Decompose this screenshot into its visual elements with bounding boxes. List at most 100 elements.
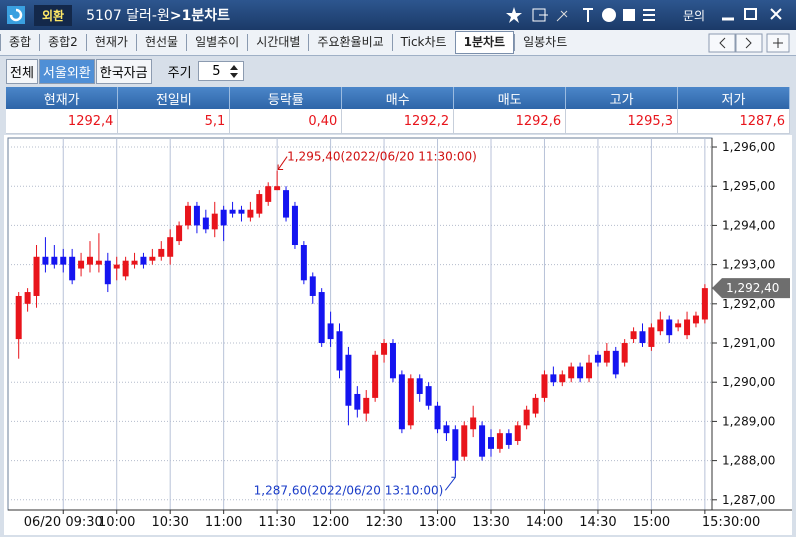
x-tick-label: 13:30 [472, 515, 509, 530]
candle-body [193, 205, 200, 226]
candle-body [86, 256, 93, 265]
tab[interactable]: 현재가 [85, 34, 136, 51]
candle-body [60, 256, 67, 265]
tab[interactable]: 현선물 [135, 34, 186, 51]
spinner[interactable] [227, 62, 241, 80]
period-input[interactable]: 5 [197, 61, 244, 81]
quote-header-cell: 전일비 [117, 87, 231, 109]
candle-body [220, 209, 227, 226]
candle-body [692, 315, 699, 324]
candle-body [479, 425, 486, 457]
x-tick-label: 13:00 [419, 515, 456, 530]
quote-header-cell: 매수 [341, 87, 455, 109]
candle-body [42, 256, 49, 265]
candle-body [684, 319, 691, 336]
x-tick-label: 12:00 [312, 515, 349, 530]
candle-body [15, 295, 22, 340]
x-tick-label: 15:30:00 [702, 515, 760, 530]
title-icons[interactable] [505, 5, 675, 25]
y-tick-label: 1,291,00 [722, 336, 775, 350]
quote-header-cell: 저가 [677, 87, 790, 109]
quote-table: 현재가 전일비 등락률 매수 매도 고가 저가 1292,4 5,1 0,40 1292,2 1292… [6, 87, 790, 134]
candle-body [452, 429, 459, 461]
x-tick-label: 10:00 [98, 515, 135, 530]
candle-body [443, 425, 450, 434]
candle-body [559, 374, 566, 383]
annotation-arrow [444, 473, 456, 491]
y-tick-label: 1,294,00 [722, 218, 775, 232]
market-group: 전체 서울외환 한국자금 [5, 58, 152, 84]
candle-body [51, 256, 58, 265]
market-button[interactable]: 서울외환 [38, 58, 95, 84]
candle-body [470, 417, 477, 430]
quote-header-cell: 현재가 [6, 87, 119, 109]
candle-body [407, 378, 414, 426]
candle-body [523, 409, 530, 426]
y-tick-label: 1,296,00 [722, 140, 775, 154]
candle-body [69, 256, 76, 281]
tab[interactable]: 일별추이 [186, 34, 247, 51]
candle-body [345, 354, 352, 406]
candle-body [603, 350, 610, 363]
x-tick-label: 14:30 [579, 515, 616, 530]
tab[interactable]: 1분차트 [454, 31, 515, 54]
tab[interactable]: 종합2 [39, 34, 86, 51]
screen-suffix: >1분차트 [169, 8, 230, 24]
candle-body [657, 319, 664, 332]
candle-body [639, 331, 646, 344]
market-button[interactable]: 한국자금 [95, 58, 152, 84]
tab[interactable]: 종합 [0, 34, 39, 51]
x-tick-label: 06/20 09:30 [24, 515, 103, 530]
candle-body [666, 319, 673, 336]
candle-body [140, 256, 147, 265]
window-buttons[interactable] [716, 5, 786, 25]
screen-name: 5107 달러-원 [86, 8, 170, 24]
tab[interactable]: 주요환율비교 [308, 34, 391, 51]
candle-body [318, 292, 325, 344]
help-button[interactable]: 문의 [683, 9, 706, 23]
candle-body [568, 366, 575, 379]
last-price-tag [712, 278, 790, 299]
candle-body [309, 276, 316, 296]
candle-body [389, 343, 396, 379]
candle-body [496, 433, 503, 449]
candle-body [167, 237, 174, 257]
candle-body [648, 327, 655, 347]
market-button[interactable]: 전체 [6, 58, 38, 84]
annotation-label: 1,295,40(2022/06/20 11:30:00) [287, 150, 477, 164]
toolbar: 전체 서울외환 한국자금 주기 5 [0, 57, 796, 85]
candle-body [158, 248, 165, 257]
candle-body [505, 433, 512, 445]
candle-body [149, 256, 156, 261]
y-tick-label: 1,290,00 [722, 375, 775, 389]
tab[interactable]: 일봉차트 [514, 34, 575, 51]
candle-body [24, 292, 31, 304]
candle-body [291, 205, 298, 246]
quote-header-cell: 등락률 [229, 87, 343, 109]
candle-body [256, 194, 263, 214]
candle-body [354, 393, 361, 410]
candle-body [104, 260, 111, 285]
x-tick-label: 10:30 [151, 515, 188, 530]
candle-body [202, 217, 209, 230]
y-tick-label: 1,292,00 [722, 297, 775, 311]
candle-body [185, 205, 192, 226]
tab-nav[interactable] [708, 33, 792, 53]
period-label: 주기 [167, 65, 192, 81]
candle-body [701, 288, 708, 320]
candle-body [550, 374, 557, 383]
tab[interactable]: 시간대별 [247, 34, 308, 51]
candle-body [577, 366, 584, 379]
candle-body [416, 378, 423, 394]
candle-body [398, 374, 405, 430]
y-tick-label: 1,295,00 [722, 179, 775, 193]
quote-value-cell: 0,40 [229, 109, 343, 134]
candle-body [541, 374, 548, 398]
quote-header: 현재가 전일비 등락률 매수 매도 고가 저가 [6, 87, 790, 109]
x-tick-label: 15:00 [633, 515, 670, 530]
quote-values: 1292,4 5,1 0,40 1292,2 1292,6 1295,3 1287,6 [6, 109, 790, 134]
quote-value-cell: 1292,4 [6, 109, 119, 134]
candle-body [630, 331, 637, 340]
tab[interactable]: Tick차트 [391, 34, 455, 51]
candle-body [621, 343, 628, 363]
